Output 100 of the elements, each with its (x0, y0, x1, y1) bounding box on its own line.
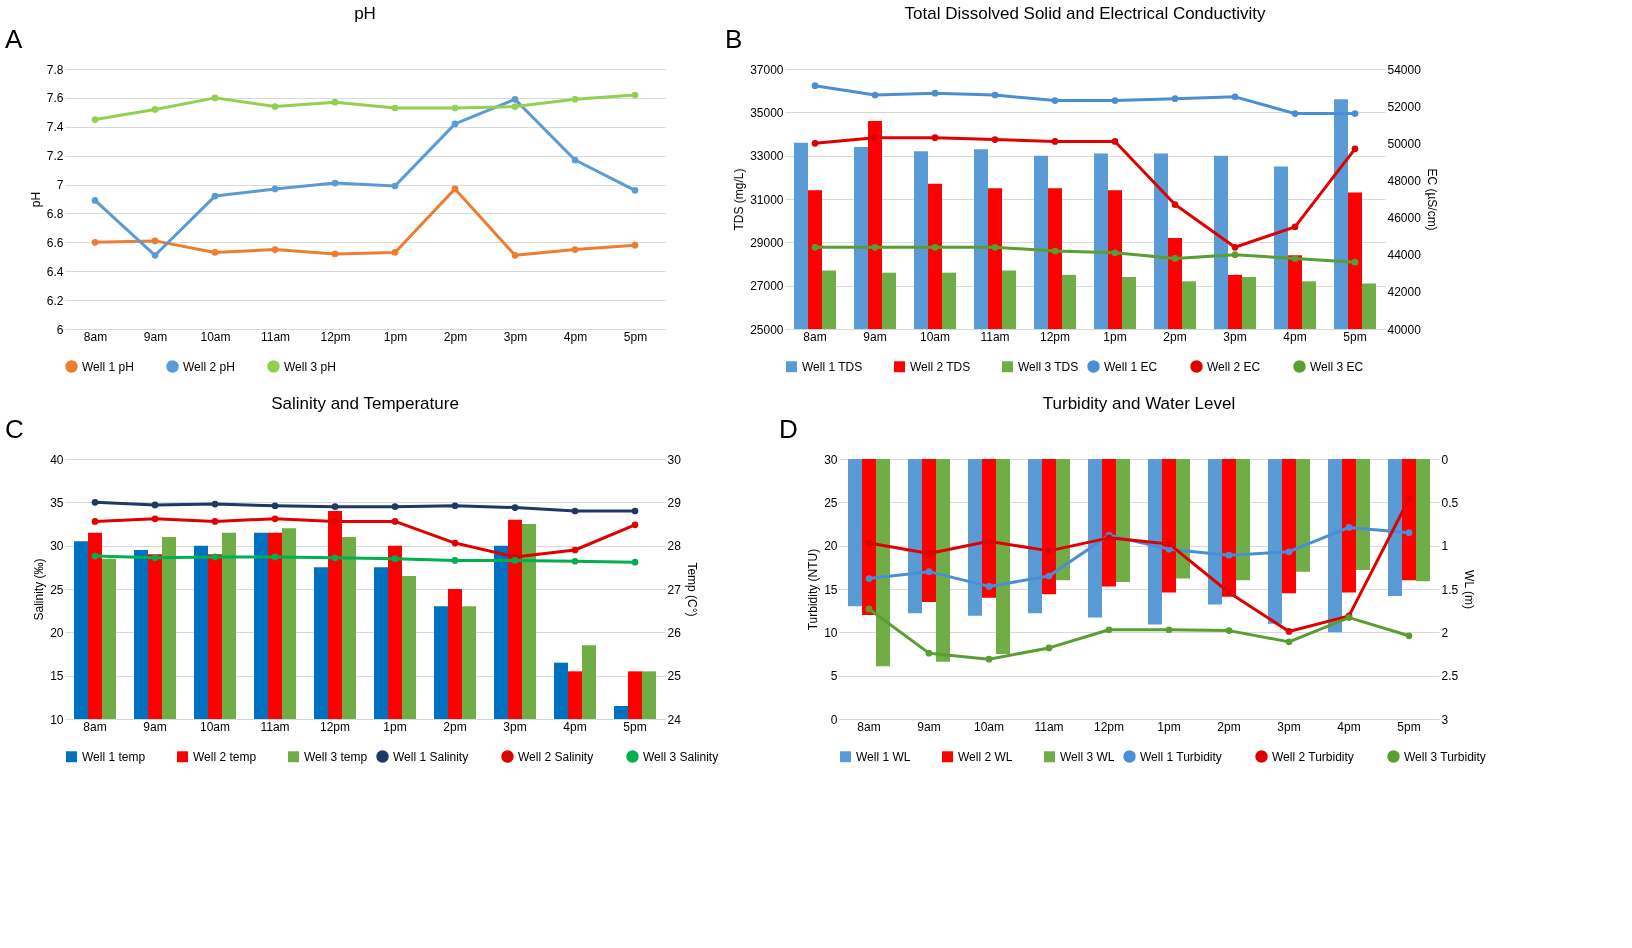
chart-title: Salinity and Temperature (271, 394, 459, 413)
y-tick-label: 37000 (750, 62, 784, 77)
point (451, 185, 459, 193)
legend-label: Well 1 EC (1104, 359, 1158, 374)
chart-title: Turbidity and Water Level (1042, 394, 1236, 413)
y-tick-label: 33000 (750, 149, 784, 164)
bar (1208, 459, 1222, 605)
legend-label: Well 2 EC (1207, 359, 1261, 374)
point (511, 103, 519, 110)
y-tick-label: 25 (50, 582, 64, 597)
point (631, 241, 639, 249)
x-tick-label: 11am (260, 719, 290, 734)
y2-tick-label: 1.5 (1441, 582, 1459, 597)
x-tick-label: 4pm (563, 329, 588, 344)
x-tick-label: 3pm (1223, 329, 1247, 344)
point (1231, 93, 1239, 101)
point (631, 558, 639, 566)
y2-tick-label: 1 (1441, 539, 1449, 554)
point (391, 249, 399, 256)
point (631, 507, 639, 515)
point (331, 503, 339, 511)
point (871, 243, 879, 251)
y2-tick-label: 29 (667, 495, 682, 510)
chart-title: Total Dissolved Solid and Electrical Conductivity (904, 4, 1266, 23)
point (211, 249, 219, 256)
point (925, 550, 933, 557)
x-tick-label: 2pm (1163, 329, 1187, 344)
y2-tick-label: 27 (667, 582, 682, 597)
point (631, 521, 639, 529)
y-tick-label: 0 (830, 712, 838, 727)
bar (1416, 459, 1430, 582)
y2-tick-label: 40000 (1387, 322, 1422, 337)
point (1291, 110, 1299, 117)
y2-tick-label: 26 (667, 625, 682, 640)
point (391, 104, 399, 112)
text: A (5, 24, 23, 54)
y-tick-label: 15 (50, 669, 64, 684)
legend-label: Well 2 Turbidity (1272, 749, 1354, 764)
point (91, 197, 99, 204)
point (1231, 251, 1239, 259)
point (151, 501, 159, 509)
x-tick-label: 3pm (1277, 719, 1301, 734)
point (1171, 255, 1179, 262)
x-tick-label: 4pm (1283, 329, 1307, 344)
bar (982, 459, 996, 598)
legend-label: Well 2 temp (193, 749, 257, 764)
point (571, 507, 579, 515)
point (451, 502, 459, 510)
point (931, 243, 939, 251)
legend-label: Well 3 EC (1310, 359, 1364, 374)
x-tick-label: 11am (980, 329, 1010, 344)
bar (1042, 459, 1056, 595)
legend-label: Well 3 pH (284, 359, 336, 374)
y-tick-label: 7.6 (46, 91, 64, 106)
legend-label: Well 2 TDS (910, 359, 971, 374)
point (871, 91, 879, 99)
x-tick-label: 5pm (623, 719, 647, 734)
point (271, 246, 279, 253)
y-tick-label: 7.8 (46, 62, 64, 77)
bar (908, 459, 922, 614)
point (1045, 572, 1053, 580)
point (1045, 644, 1053, 652)
point (451, 539, 459, 547)
x-tick-label: 12pm (1039, 329, 1071, 344)
x-tick-label: 10am (973, 719, 1005, 734)
point (211, 553, 219, 561)
y2-tick-label: 28 (667, 539, 682, 554)
point (151, 251, 159, 259)
bar (1342, 459, 1356, 593)
x-tick-label: 12pm (319, 719, 351, 734)
point (151, 554, 159, 562)
y-tick-label: 6.6 (46, 235, 64, 250)
point (1171, 201, 1179, 208)
x-tick-label: 8am (803, 329, 827, 344)
bar (862, 459, 876, 615)
point (931, 89, 939, 97)
point (211, 500, 219, 508)
point (331, 518, 339, 525)
y2-tick-label: 44000 (1387, 248, 1422, 263)
bar (1296, 459, 1310, 572)
y-axis-title: Turbidity (NTU) (806, 548, 821, 631)
point (511, 557, 519, 564)
x-tick-label: 10am (919, 329, 951, 344)
x-tick-label: 2pm (443, 719, 467, 734)
x-tick-label: 8am (83, 719, 107, 734)
bar (1088, 459, 1102, 618)
x-tick-label: 2pm (1217, 719, 1241, 734)
y-tick-label: 7 (56, 178, 64, 193)
bar (1116, 459, 1130, 583)
bar (1356, 459, 1370, 570)
point (865, 605, 873, 613)
bar (1028, 459, 1042, 614)
point (331, 98, 339, 106)
point (1225, 627, 1233, 634)
y2-tick-label: 50000 (1387, 136, 1422, 151)
point (985, 655, 993, 663)
point (451, 104, 459, 112)
point (391, 182, 399, 190)
bar (1328, 459, 1342, 633)
point (1111, 249, 1119, 257)
